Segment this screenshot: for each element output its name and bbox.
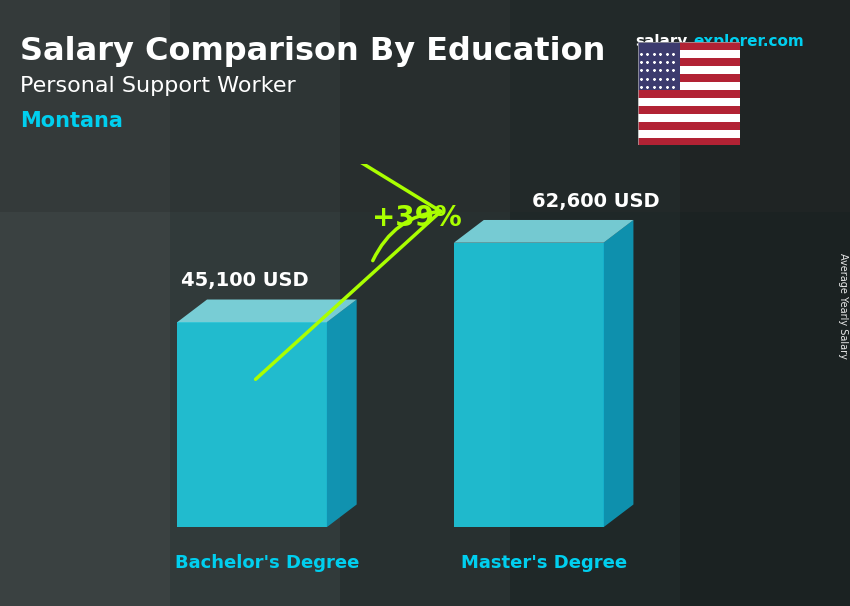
Bar [340, 0, 510, 606]
Bar [177, 322, 326, 527]
Bar [638, 106, 740, 114]
Text: Montana: Montana [20, 111, 123, 131]
Text: Average Yearly Salary: Average Yearly Salary [838, 253, 848, 359]
Bar [638, 122, 740, 130]
Text: 45,100 USD: 45,100 USD [181, 271, 309, 290]
Polygon shape [326, 299, 357, 527]
Text: explorer.com: explorer.com [693, 34, 804, 49]
Text: 62,600 USD: 62,600 USD [532, 192, 660, 211]
Bar [0, 0, 170, 606]
Bar [510, 0, 680, 606]
Bar [638, 42, 740, 50]
Bar [638, 66, 740, 74]
Bar [638, 58, 740, 66]
Polygon shape [454, 220, 633, 242]
Bar [638, 138, 740, 145]
Bar [638, 98, 740, 106]
Bar [638, 114, 740, 122]
Bar [638, 82, 740, 90]
Polygon shape [177, 299, 357, 322]
Polygon shape [604, 220, 633, 527]
Text: Salary Comparison By Education: Salary Comparison By Education [20, 36, 605, 67]
Bar [638, 42, 680, 90]
Bar [638, 90, 740, 98]
Bar [0, 0, 850, 212]
Bar [638, 50, 740, 58]
Bar [680, 0, 850, 606]
FancyArrowPatch shape [228, 81, 441, 379]
Bar [638, 130, 740, 138]
Text: +39%: +39% [371, 204, 462, 231]
Text: Personal Support Worker: Personal Support Worker [20, 76, 296, 96]
Bar [454, 242, 604, 527]
Bar [170, 0, 340, 606]
Text: salary: salary [635, 34, 688, 49]
Bar [638, 74, 740, 82]
Text: Master's Degree: Master's Degree [461, 554, 626, 573]
Text: Bachelor's Degree: Bachelor's Degree [175, 554, 359, 573]
